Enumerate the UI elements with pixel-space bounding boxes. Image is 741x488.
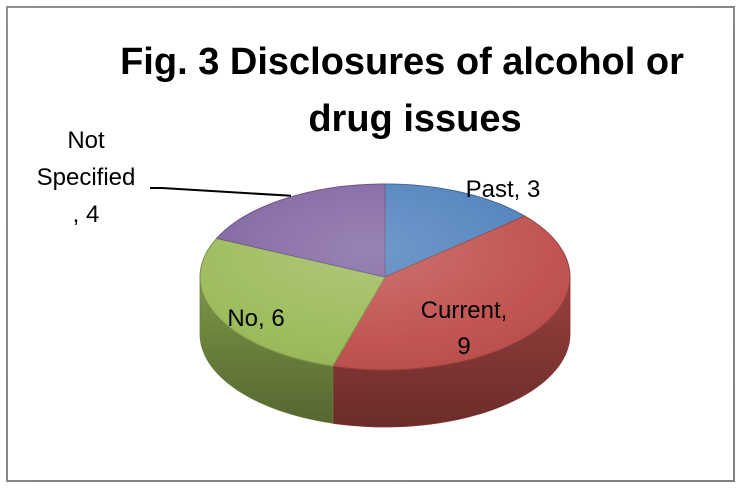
pie-labels: Past, 3 Current, 9 No, 6 Not Specified , 4 — [37, 127, 541, 360]
data-label-current-line-1: Current, — [421, 297, 508, 324]
data-label-current: Current, 9 — [421, 297, 508, 360]
data-label-current-line-2: 9 — [457, 333, 470, 360]
data-label-no: No, 6 — [227, 305, 284, 332]
chart-title-line-1: Fig. 3 Disclosures of alcohol or — [120, 41, 684, 83]
data-label-not-specified-line-3: , 4 — [73, 201, 100, 228]
data-label-not-specified-line-2: Specified — [37, 164, 136, 191]
data-label-no-line-1: No, 6 — [227, 305, 284, 332]
data-label-not-specified-line-1: Not — [67, 127, 105, 154]
data-label-past: Past, 3 — [466, 176, 541, 203]
pie-top-shine — [200, 184, 570, 370]
data-label-past-line-1: Past, 3 — [466, 176, 541, 203]
pie-shine — [200, 184, 570, 370]
chart-title-line-2: drug issues — [308, 98, 521, 140]
data-label-not-specified: Not Specified , 4 — [37, 127, 136, 228]
not-specified-leader-line — [150, 187, 292, 197]
